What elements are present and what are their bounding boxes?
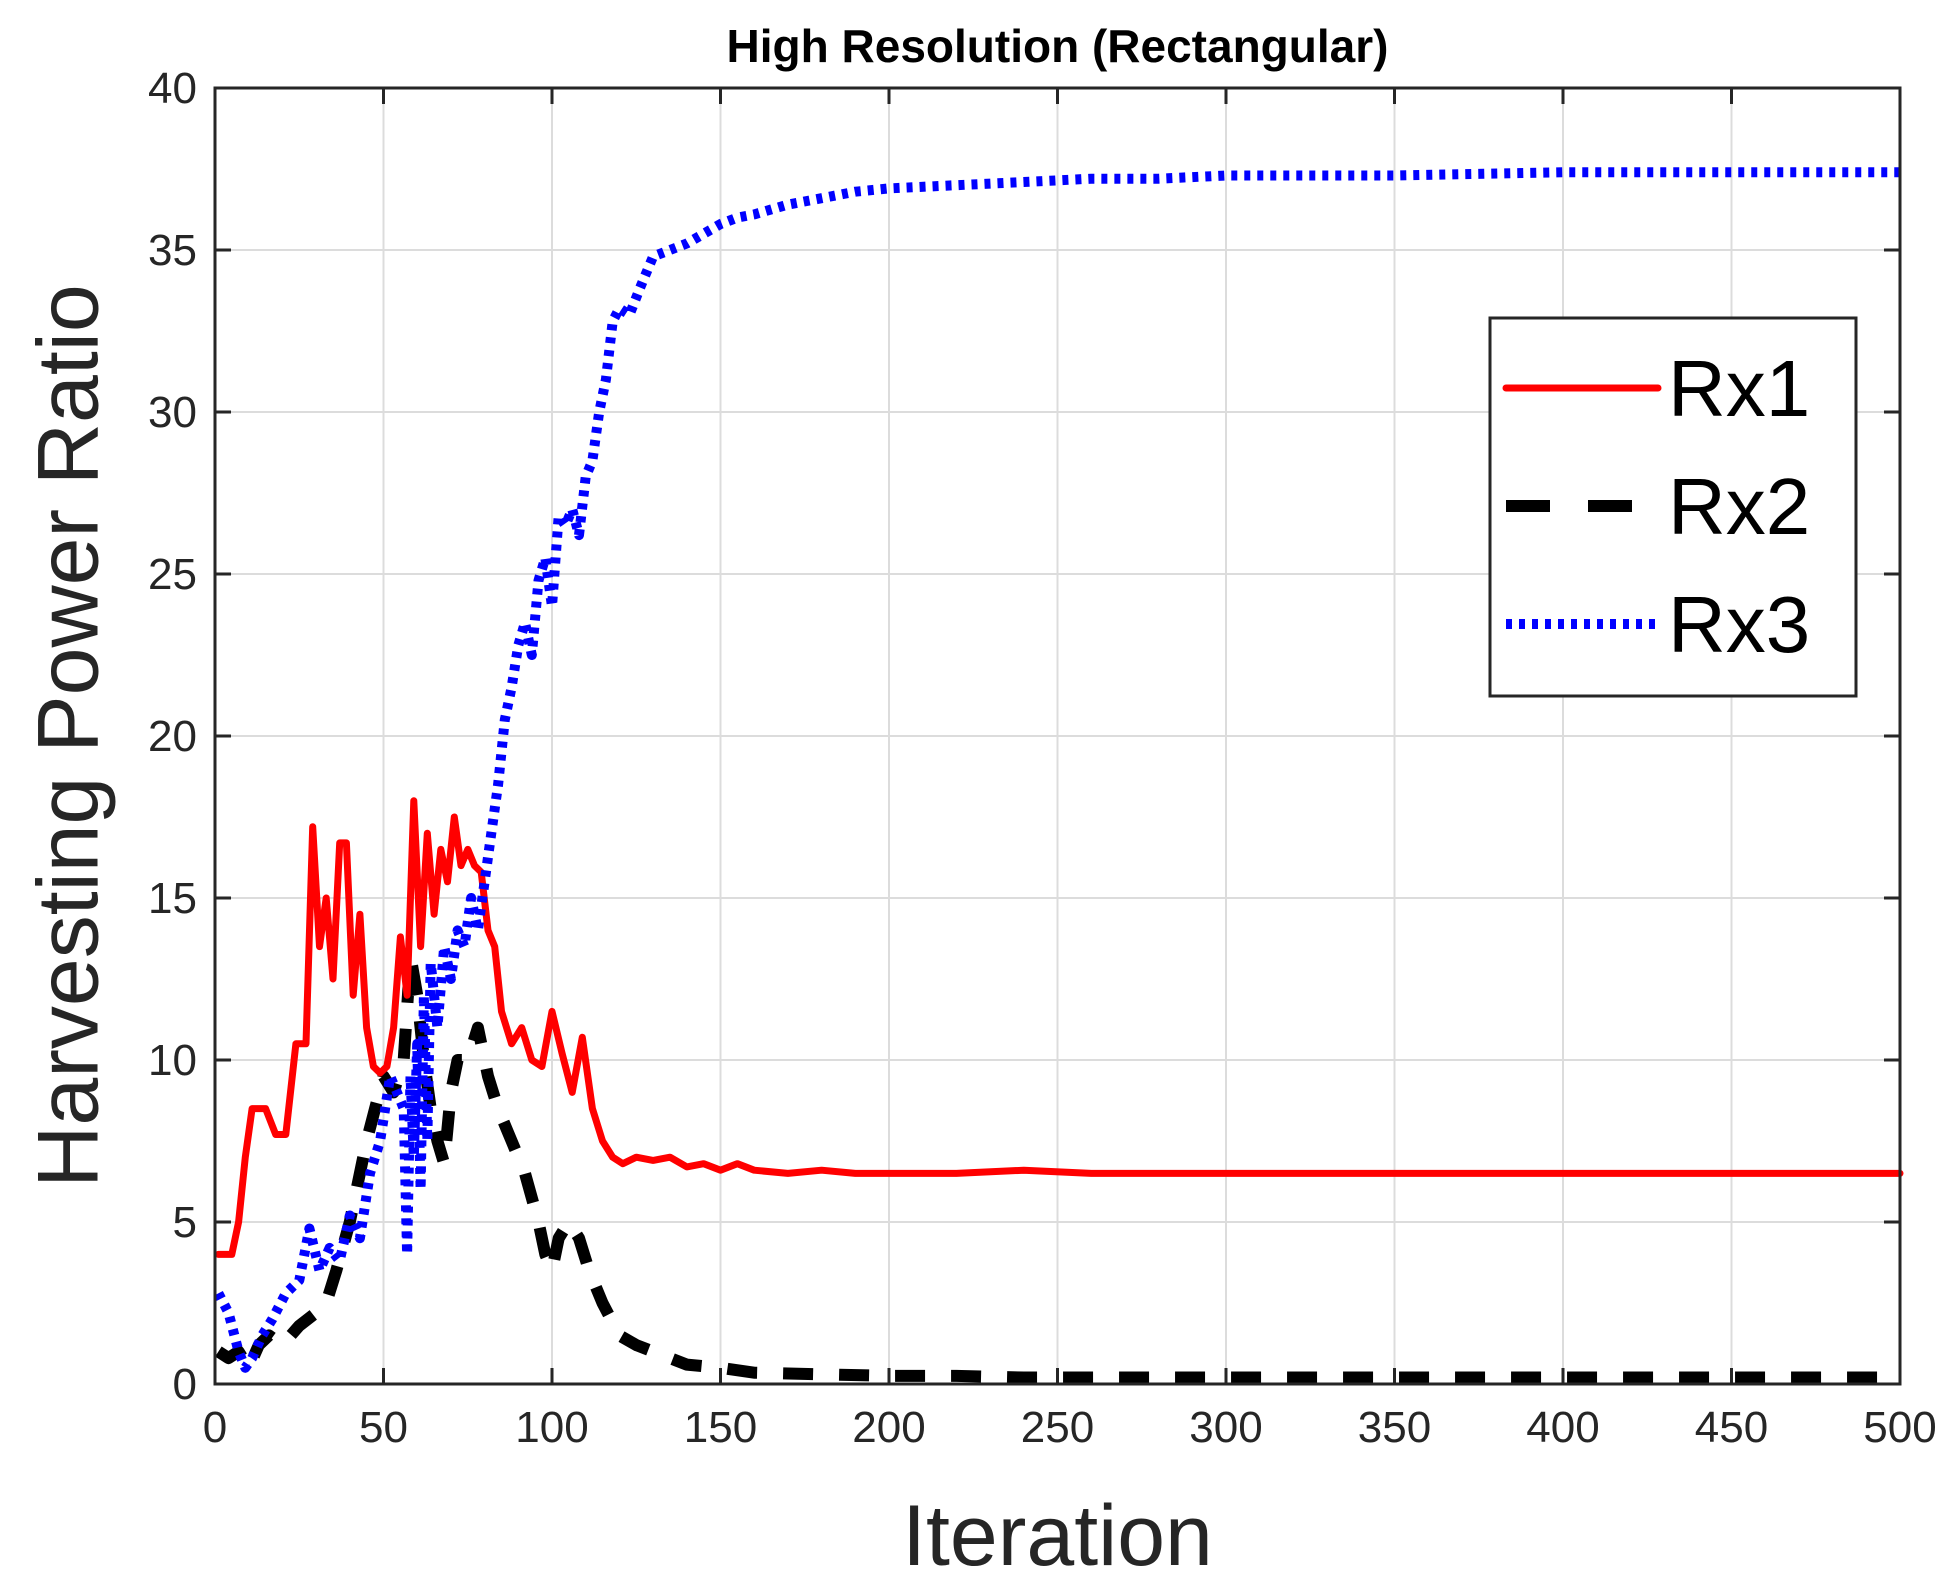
x-axis-label: Iteration (902, 1488, 1213, 1584)
y-axis-label: Harvesting Power Ratio (21, 284, 117, 1187)
y-tick-label: 5 (173, 1198, 197, 1247)
legend-label-rx1: Rx1 (1668, 344, 1810, 433)
y-tick-label: 35 (148, 226, 197, 275)
x-tick-label: 100 (515, 1403, 588, 1452)
legend-label-rx3: Rx3 (1668, 580, 1810, 669)
y-tick-label: 40 (148, 64, 197, 113)
y-tick-label: 25 (148, 550, 197, 599)
series-layer (213, 167, 1904, 1384)
x-tick-label: 0 (203, 1403, 227, 1452)
y-tick-label: 30 (148, 388, 197, 437)
x-tick-label: 200 (852, 1403, 925, 1452)
axis-ticks: 0 50 100 150 200 250 300 350 400 450 500 0 5 10 15 20 25… (148, 64, 1937, 1452)
x-tick-label: 50 (359, 1403, 408, 1452)
x-tick-label: 250 (1021, 1403, 1094, 1452)
legend: Rx1 Rx2 Rx3 (1488, 316, 1858, 698)
legend-label-rx2: Rx2 (1668, 462, 1810, 551)
y-tick-label: 10 (148, 1036, 197, 1085)
legend-box (1488, 316, 1858, 698)
x-tick-label: 150 (684, 1403, 757, 1452)
series-rx3-line (213, 167, 1900, 1373)
y-tick-label: 15 (148, 874, 197, 923)
x-tick-label: 500 (1863, 1403, 1936, 1452)
x-tick-label: 400 (1526, 1403, 1599, 1452)
chart-title: High Resolution (Rectangular) (727, 20, 1389, 72)
x-tick-label: 350 (1358, 1403, 1431, 1452)
y-tick-label: 0 (173, 1360, 197, 1409)
x-tick-label: 300 (1189, 1403, 1262, 1452)
x-tick-label: 450 (1695, 1403, 1768, 1452)
y-tick-label: 20 (148, 712, 197, 761)
